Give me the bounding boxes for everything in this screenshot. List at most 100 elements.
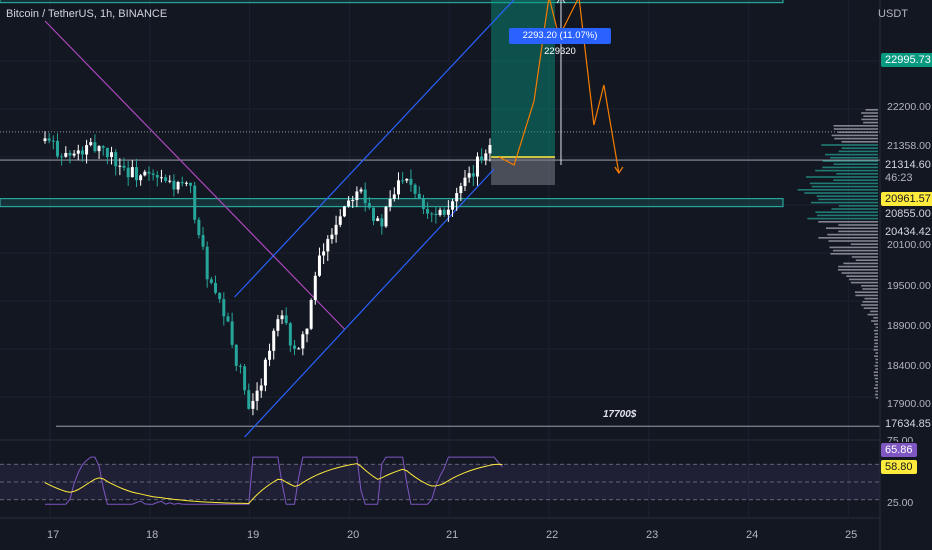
candle-body bbox=[193, 185, 197, 220]
candle-body bbox=[76, 150, 80, 154]
volume-profile-bar bbox=[875, 397, 878, 399]
volume-profile-bar bbox=[817, 214, 878, 217]
candle-body bbox=[413, 184, 417, 194]
rsi-band bbox=[0, 464, 880, 500]
channel-upper-line bbox=[234, 0, 515, 298]
candle-body bbox=[305, 328, 309, 335]
volume-profile-bar bbox=[838, 224, 878, 226]
volume-profile-bar bbox=[818, 237, 878, 239]
entry-price-badge: 20961.57 bbox=[881, 192, 932, 206]
volume-profile-bar bbox=[807, 217, 878, 220]
candle-body bbox=[272, 330, 276, 351]
projection-arrowhead bbox=[614, 166, 624, 175]
volume-profile-bar bbox=[851, 256, 878, 258]
candle-body bbox=[68, 152, 72, 156]
volume-profile-bar bbox=[850, 281, 878, 284]
candle-body bbox=[130, 167, 134, 178]
volume-profile-bar bbox=[874, 333, 878, 335]
candle-body bbox=[180, 182, 184, 184]
symbol-title[interactable]: Bitcoin / TetherUS, 1h, BINANCE bbox=[6, 8, 168, 20]
candle-body bbox=[164, 177, 168, 181]
volume-profile-bar bbox=[871, 320, 878, 322]
volume-profile-bar bbox=[815, 211, 878, 213]
candle-body bbox=[405, 178, 409, 181]
candle-body bbox=[80, 150, 84, 155]
candle-body bbox=[347, 200, 351, 207]
candle-body bbox=[351, 200, 355, 202]
volume-profile-bar bbox=[867, 313, 878, 316]
volume-profile-bar bbox=[838, 230, 878, 233]
volume-profile-bar bbox=[862, 288, 878, 290]
candle-body bbox=[280, 315, 284, 320]
price-tick: 17900.00 bbox=[887, 398, 931, 410]
rsi-tick-partial: 75.00 bbox=[887, 435, 914, 442]
volume-profile-bar bbox=[875, 368, 878, 370]
candle-body bbox=[55, 140, 59, 157]
volume-profile-bar bbox=[836, 173, 878, 175]
candle-body bbox=[255, 390, 259, 401]
volume-profile-bar bbox=[870, 310, 878, 313]
candle-body bbox=[155, 174, 159, 178]
last-price-badge: 21314.60 bbox=[881, 158, 932, 172]
volume-profile-bar bbox=[873, 317, 878, 319]
descending-trendline bbox=[44, 20, 345, 330]
price-tick: 19500.00 bbox=[887, 280, 931, 292]
volume-profile-bar bbox=[875, 326, 878, 329]
volume-profile-bar bbox=[855, 259, 878, 261]
candle-body bbox=[110, 152, 114, 158]
volume-profile-bar bbox=[849, 278, 878, 281]
volume-profile-bar bbox=[831, 134, 878, 137]
candle-body bbox=[426, 208, 430, 214]
candle-body bbox=[488, 144, 492, 154]
target-price-badge: 22995.73 bbox=[881, 53, 932, 67]
candle-body bbox=[367, 203, 371, 208]
candle-body bbox=[293, 345, 297, 349]
low-label: 17700$ bbox=[603, 409, 637, 420]
volume-profile-bar bbox=[864, 297, 878, 300]
candle-body bbox=[201, 235, 205, 247]
candle-body bbox=[176, 182, 180, 190]
candle-body bbox=[388, 198, 392, 207]
support-badge: 20434.42 bbox=[881, 225, 932, 239]
candle-body bbox=[189, 182, 193, 186]
time-tick: 19 bbox=[247, 529, 260, 541]
candle-body bbox=[234, 344, 238, 366]
volume-profile-bar bbox=[815, 169, 878, 172]
candle-body bbox=[251, 400, 255, 409]
candle-body bbox=[434, 213, 438, 216]
volume-profile-bar bbox=[873, 345, 878, 348]
price-tick: 25.00 bbox=[887, 497, 914, 509]
time-tick: 21 bbox=[446, 529, 459, 541]
volume-profile-bar bbox=[875, 381, 878, 383]
volume-profile-bar bbox=[822, 160, 878, 162]
candle-body bbox=[421, 198, 425, 209]
price-tick: 18400.00 bbox=[887, 360, 931, 372]
volume-profile-bar bbox=[811, 201, 878, 204]
rsi-line bbox=[45, 456, 503, 505]
candle-body bbox=[268, 350, 272, 360]
volume-profile-bar bbox=[797, 189, 878, 191]
volume-profile-bar bbox=[838, 150, 878, 153]
volume-profile-bar bbox=[874, 365, 878, 367]
price-tick: 18900.00 bbox=[887, 320, 931, 332]
volume-profile-bar bbox=[828, 240, 878, 242]
candle-body bbox=[134, 167, 138, 181]
candle-body bbox=[105, 147, 109, 158]
candle-body bbox=[301, 334, 305, 349]
candle-body bbox=[380, 218, 384, 227]
candle-body bbox=[143, 171, 147, 176]
time-tick: 25 bbox=[845, 529, 858, 541]
time-tick: 24 bbox=[746, 529, 759, 541]
volume-profile-bar bbox=[833, 179, 878, 181]
volume-profile-bar bbox=[874, 355, 878, 357]
volume-profile-bar bbox=[825, 227, 878, 229]
candle-body bbox=[226, 316, 230, 322]
stop-zone bbox=[491, 157, 555, 185]
volume-profile-bar bbox=[874, 393, 878, 396]
candle-body bbox=[263, 359, 267, 386]
candle-body bbox=[326, 239, 330, 252]
volume-profile-bar bbox=[838, 265, 878, 268]
candle-body bbox=[43, 138, 47, 141]
